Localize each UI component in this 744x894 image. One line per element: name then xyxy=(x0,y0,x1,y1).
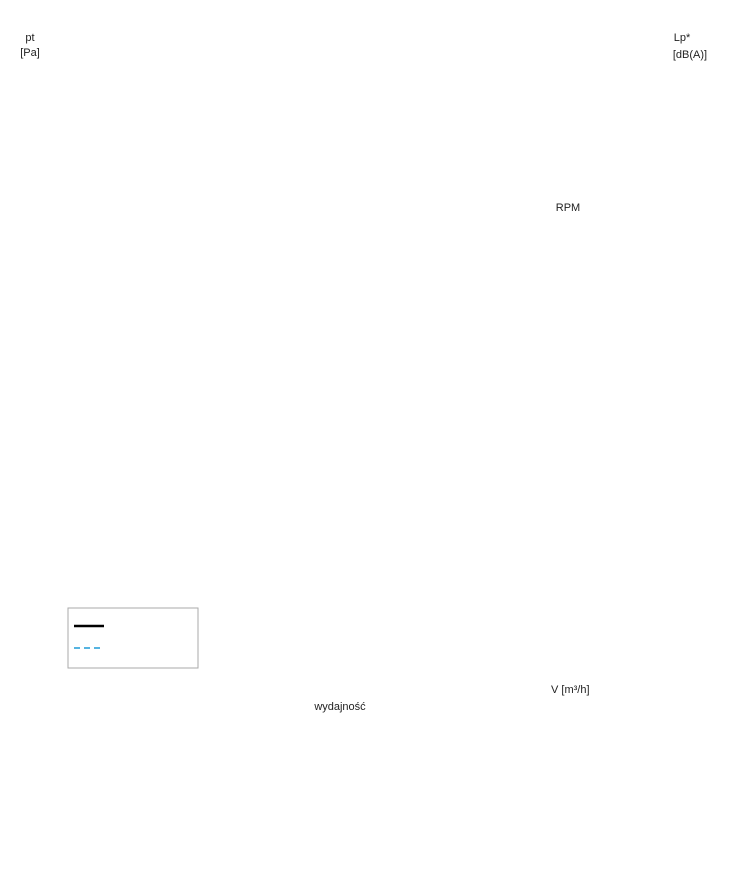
legend-box xyxy=(67,607,199,669)
rpm-header: RPM xyxy=(556,202,580,214)
y2-unit: [dB(A)] xyxy=(673,49,707,61)
x-label: wydajność xyxy=(313,701,366,713)
y2-label: Lp* xyxy=(674,32,691,44)
y-unit: [Pa] xyxy=(20,47,40,59)
x-unit: V [m³/h] xyxy=(551,684,590,696)
y-label: pt xyxy=(25,32,34,44)
